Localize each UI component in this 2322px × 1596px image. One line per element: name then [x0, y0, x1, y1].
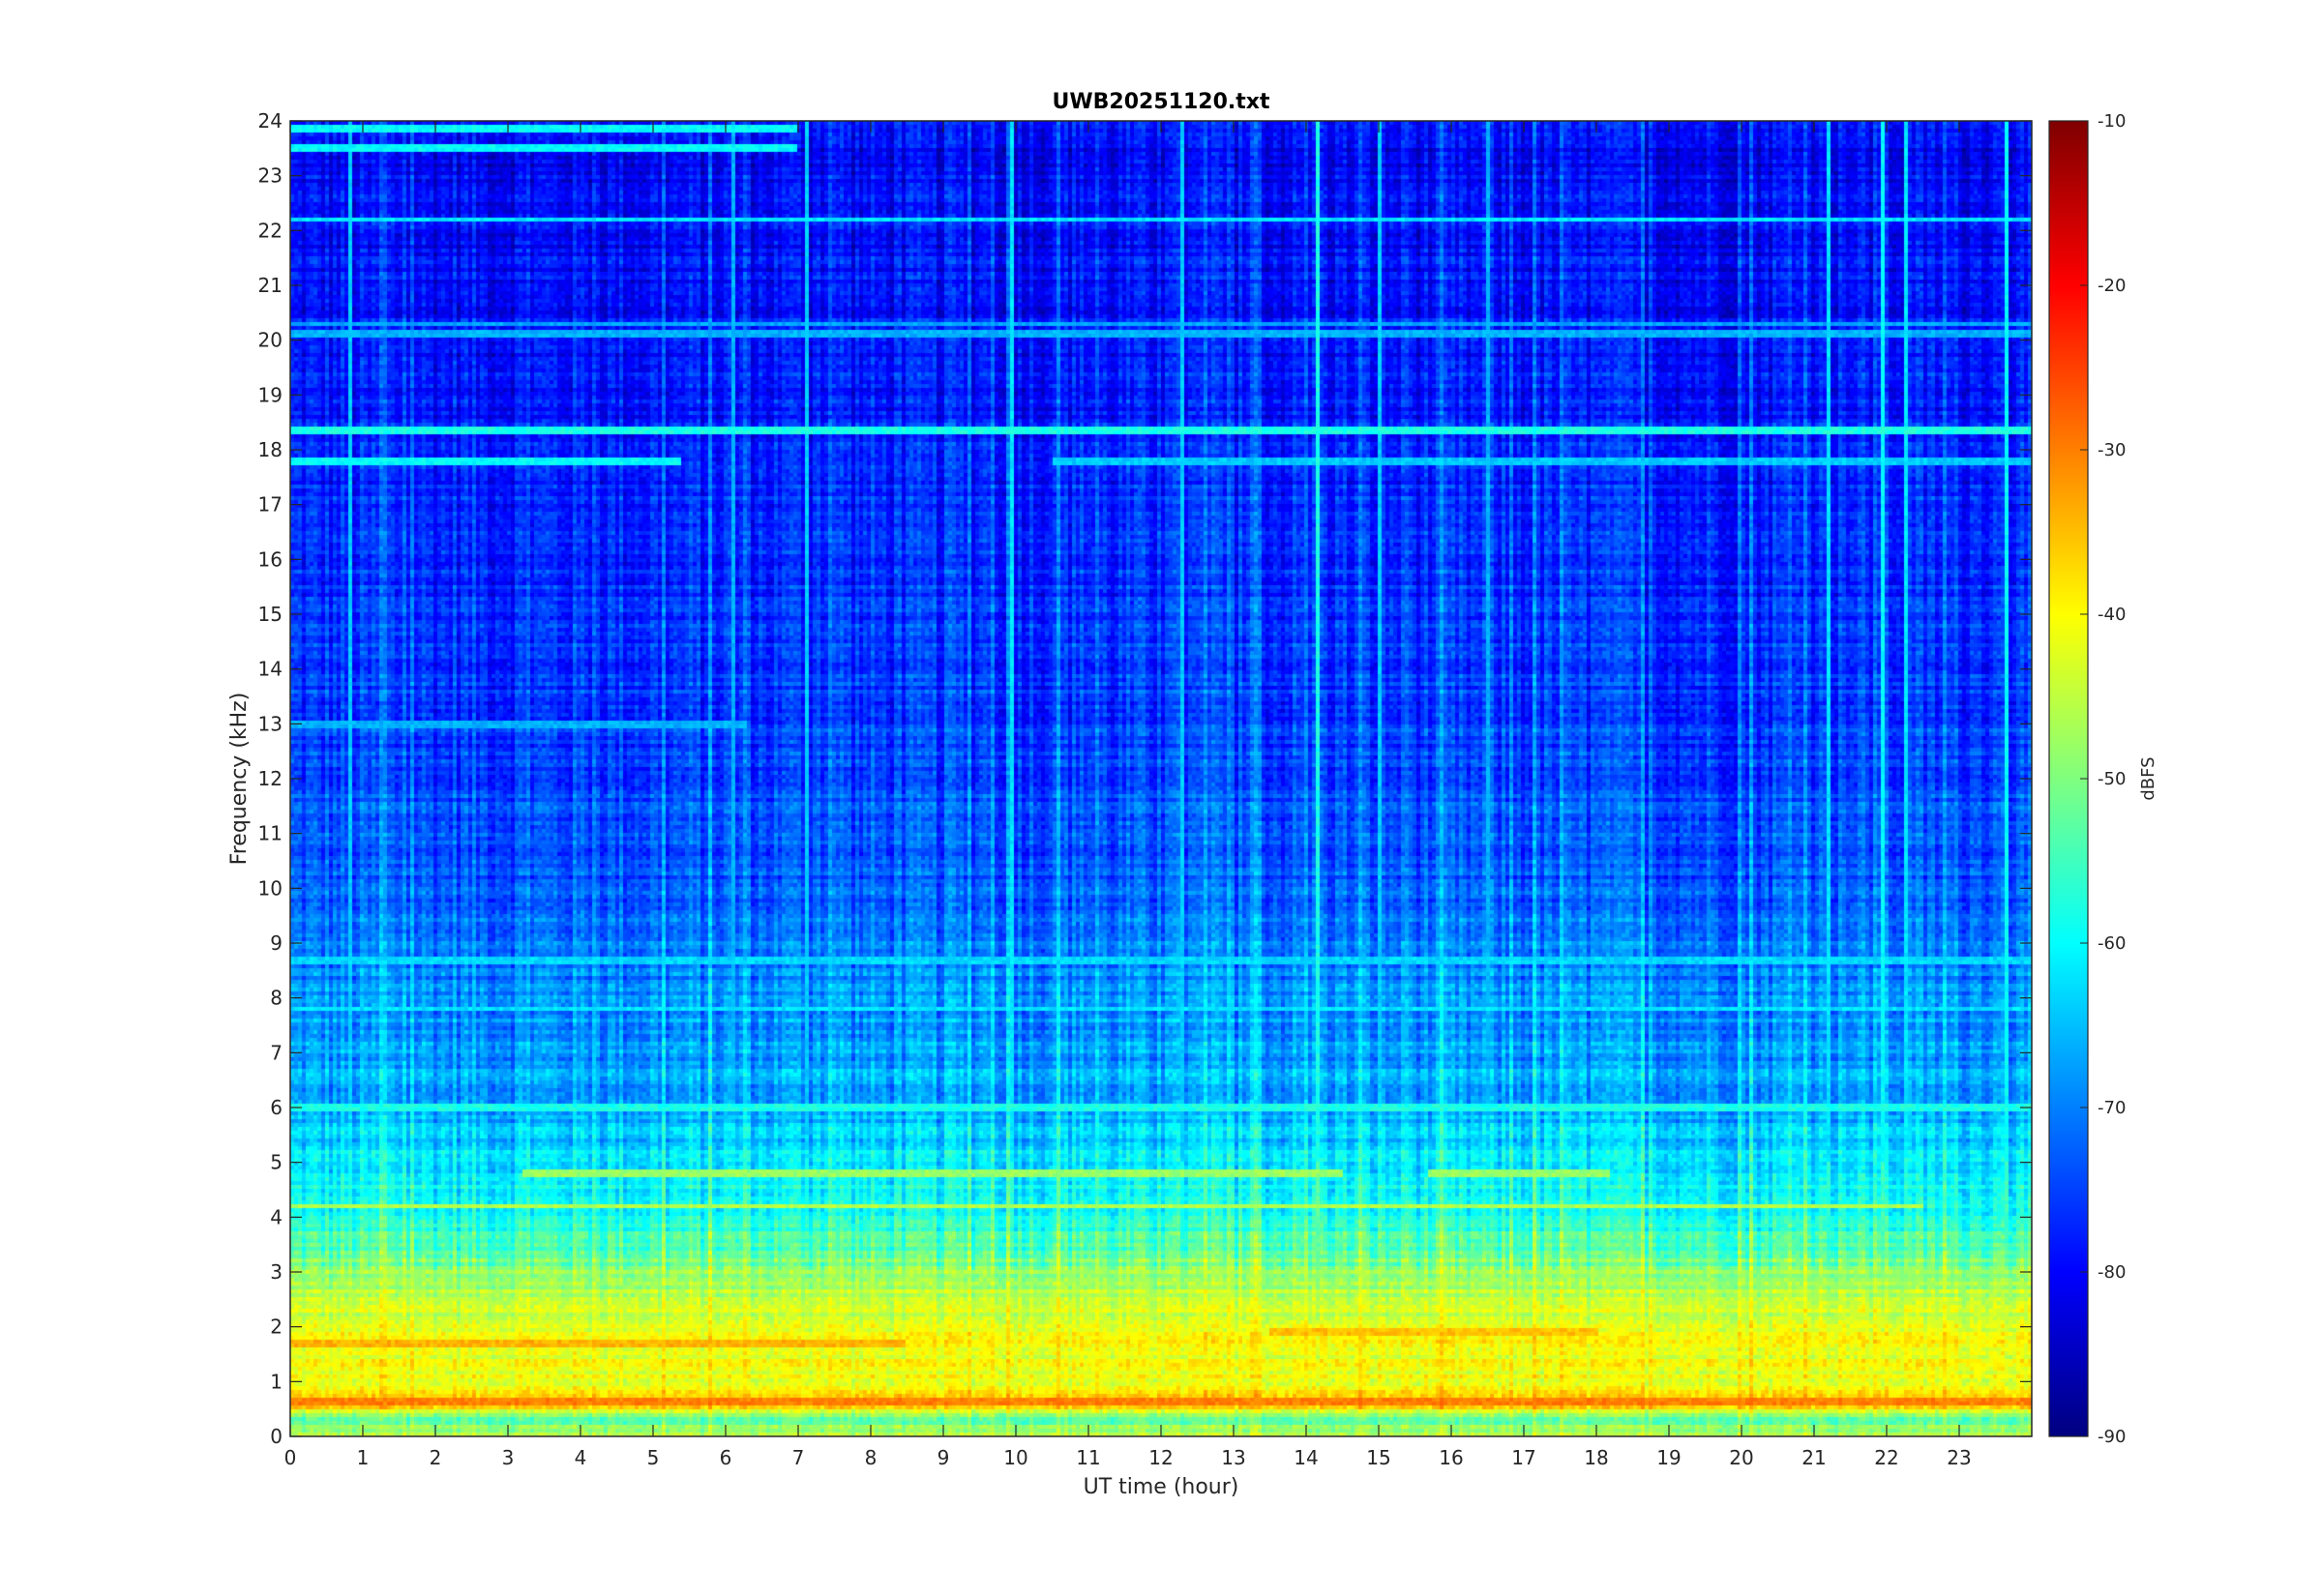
y-tick-label: 3 [270, 1260, 283, 1284]
y-axis-label: Frequency (kHz) [227, 693, 252, 866]
colorbar-label: dBFS [2138, 756, 2158, 800]
x-tick-label: 19 [1656, 1446, 1681, 1469]
colorbar-tick-label: -10 [2098, 111, 2126, 132]
y-tick-label: 8 [270, 987, 283, 1010]
y-tick-label: 10 [258, 876, 283, 900]
y-tick-label: 4 [270, 1205, 283, 1228]
colorbar-tick-label: -30 [2098, 440, 2126, 460]
colorbar-tick-label: -90 [2098, 1427, 2126, 1447]
colorbar: -90 -80 -70 -60 -50 -40 -30 -20 -10 dBFS [2048, 111, 2158, 1447]
x-tick-label: 0 [284, 1446, 297, 1469]
x-tick-label: 15 [1366, 1446, 1390, 1469]
x-tick-label: 5 [647, 1446, 660, 1469]
y-tick-label: 17 [258, 493, 283, 517]
x-tick-label: 1 [357, 1446, 370, 1469]
y-tick-label: 16 [258, 547, 283, 571]
x-tick-label: 17 [1511, 1446, 1535, 1469]
colorbar-tick-label: -40 [2098, 605, 2126, 625]
x-tick-label: 23 [1947, 1446, 1971, 1469]
x-tick-label: 18 [1584, 1446, 1608, 1469]
x-tick-label: 20 [1729, 1446, 1753, 1469]
colorbar-tick-label: -80 [2098, 1262, 2126, 1283]
y-tick-label: 12 [258, 767, 283, 790]
spectrogram-image-container [290, 121, 2032, 1436]
x-tick-label: 14 [1294, 1446, 1318, 1469]
y-tick-label: 19 [258, 383, 283, 406]
y-tick-label: 1 [270, 1370, 283, 1393]
y-tick-label: 13 [258, 712, 283, 735]
colorbar-tick-label: -60 [2098, 933, 2126, 954]
x-tick-label: 8 [865, 1446, 878, 1469]
y-tick-label: 0 [270, 1425, 283, 1448]
y-tick-label: 9 [270, 931, 283, 955]
x-tick-label: 13 [1221, 1446, 1245, 1469]
y-tick-label: 20 [258, 329, 283, 352]
y-tick-label: 11 [258, 822, 283, 845]
y-tick-label: 24 [258, 109, 283, 133]
y-tick-label: 2 [270, 1315, 283, 1339]
y-tick-label: 18 [258, 438, 283, 461]
y-tick-label: 7 [270, 1041, 283, 1064]
x-tick-label: 7 [792, 1446, 805, 1469]
chart-title: UWB20251120.txt [1053, 90, 1270, 114]
colorbar-tick-label: -20 [2098, 276, 2126, 296]
colorbar-tick-label: -70 [2098, 1098, 2126, 1118]
x-tick-label: 6 [720, 1446, 732, 1469]
spectrogram-heatmap [290, 121, 2032, 1436]
x-tick-label: 4 [575, 1446, 587, 1469]
x-tick-label: 16 [1439, 1446, 1463, 1469]
x-tick-label: 21 [1801, 1446, 1826, 1469]
x-tick-label: 9 [938, 1446, 950, 1469]
x-tick-label: 2 [430, 1446, 442, 1469]
x-tick-label: 11 [1076, 1446, 1100, 1469]
y-tick-label: 15 [258, 603, 283, 626]
y-tick-label: 6 [270, 1096, 283, 1119]
x-axis-label: UT time (hour) [1084, 1475, 1239, 1499]
x-tick-label: 22 [1874, 1446, 1898, 1469]
y-tick-label: 22 [258, 219, 283, 242]
colorbar-ticks: -90 -80 -70 -60 -50 -40 -30 -20 -10 [2080, 111, 2126, 1447]
colorbar-tick-label: -50 [2098, 769, 2126, 789]
spectrogram-plot-area [289, 120, 2033, 1437]
y-tick-label: 14 [258, 658, 283, 681]
x-tick-label: 12 [1148, 1446, 1173, 1469]
x-tick-label: 10 [1003, 1446, 1027, 1469]
x-tick-label: 3 [502, 1446, 515, 1469]
y-tick-label: 23 [258, 164, 283, 188]
x-axis: 0 1 2 3 4 5 6 7 8 9 10 11 12 13 14 15 16 17 18 19 20 21 22 23 [284, 121, 1972, 1469]
y-tick-label: 21 [258, 274, 283, 297]
y-tick-label: 5 [270, 1151, 283, 1174]
